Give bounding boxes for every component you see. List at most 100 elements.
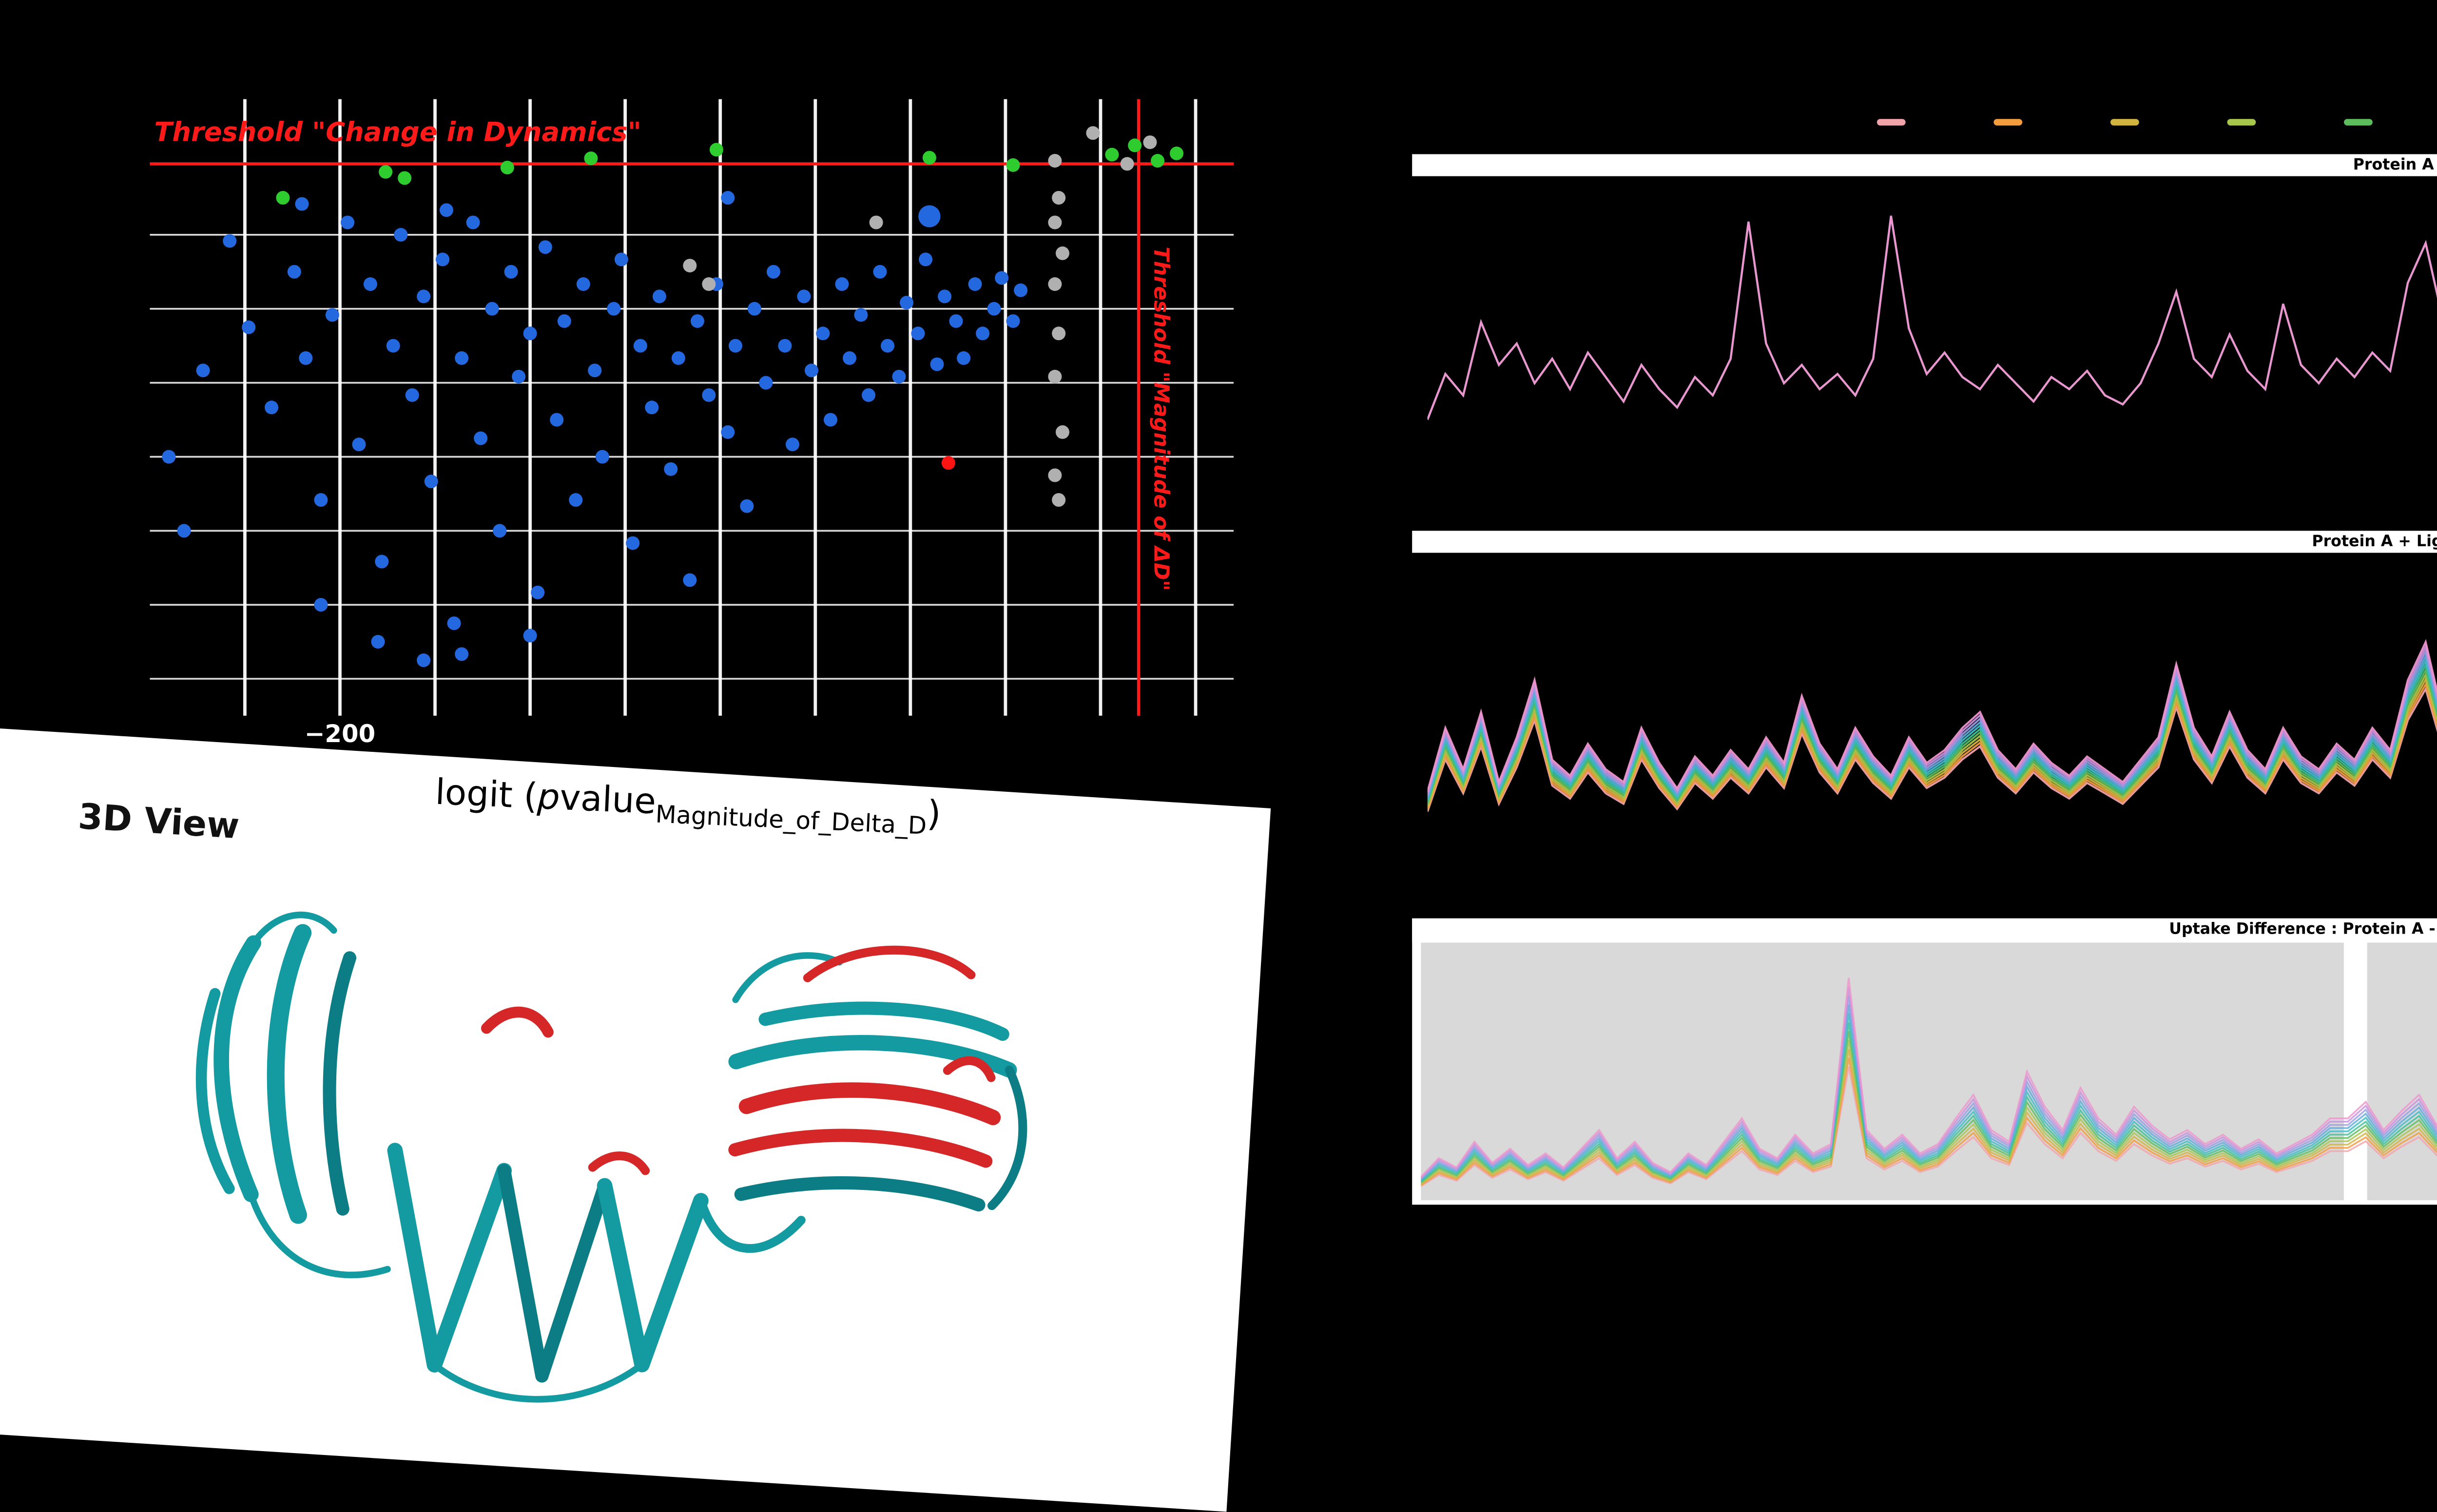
scatter-point-blue[interactable] [538, 240, 552, 254]
uptake-series-line[interactable] [1421, 1049, 2437, 1186]
scatter-point-green[interactable] [379, 165, 393, 179]
scatter-point-green[interactable] [1128, 138, 1142, 153]
scatter-point-gray[interactable] [1055, 425, 1069, 439]
scatter-point-blue[interactable] [721, 191, 735, 205]
uptake-series-line[interactable] [1421, 1057, 2437, 1187]
scatter-point-blue[interactable] [824, 413, 838, 427]
uptake-series-line[interactable] [1427, 594, 2437, 792]
scatter-point-blue[interactable] [287, 265, 301, 279]
uptake-series-line[interactable] [1427, 215, 2437, 433]
scatter-point-blue[interactable] [371, 635, 385, 649]
uptake-series-line[interactable] [1421, 1039, 2437, 1184]
scatter-point-blue[interactable] [504, 265, 518, 279]
protein-structure[interactable] [53, 871, 1053, 1459]
scatter-point-blue[interactable] [766, 265, 780, 279]
legend-timepoint-dash[interactable] [2344, 119, 2373, 126]
scatter-point-blue[interactable] [918, 205, 941, 228]
scatter-point-blue[interactable] [645, 401, 659, 415]
scatter-point-gray[interactable] [1052, 326, 1066, 341]
scatter-point-blue[interactable] [474, 431, 488, 445]
scatter-point-blue[interactable] [664, 462, 678, 476]
scatter-point-blue[interactable] [299, 351, 313, 365]
scatter-point-blue[interactable] [721, 425, 735, 439]
scatter-point-blue[interactable] [352, 438, 366, 452]
scatter-point-blue[interactable] [569, 493, 583, 507]
scatter-point-gray[interactable] [1052, 191, 1066, 205]
scatter-point-blue[interactable] [690, 314, 704, 328]
scatter-point-blue[interactable] [633, 339, 647, 353]
scatter-point-gray[interactable] [702, 277, 716, 291]
scatter-point-blue[interactable] [550, 413, 564, 427]
scatter-point-blue[interactable] [614, 252, 628, 267]
scatter-point-blue[interactable] [363, 277, 377, 291]
scatter-point-blue[interactable] [1014, 283, 1028, 297]
scatter-point-green[interactable] [1170, 146, 1184, 160]
scatter-point-blue[interactable] [728, 339, 742, 353]
scatter-point-blue[interactable] [683, 573, 697, 587]
scatter-point-blue[interactable] [177, 524, 191, 538]
scatter-point-green[interactable] [1151, 153, 1165, 168]
scatter-point-gray[interactable] [1048, 277, 1062, 291]
scatter-point-blue[interactable] [892, 369, 906, 383]
scatter-point-blue[interactable] [295, 197, 309, 211]
uptake-series-line[interactable] [1421, 995, 2437, 1180]
scatter-point-blue[interactable] [671, 351, 685, 365]
scatter-point-blue[interactable] [523, 326, 537, 341]
scatter-point-blue[interactable] [576, 277, 590, 291]
uptake-series-line[interactable] [1421, 1031, 2437, 1184]
uptake-chart-protein-a-ligand[interactable] [1427, 553, 2437, 903]
scatter-point-red[interactable] [941, 456, 955, 470]
uptake-series-line[interactable] [1421, 1022, 2437, 1183]
legend-timepoint-dash[interactable] [1993, 119, 2023, 126]
uptake-series-line[interactable] [1427, 215, 2437, 448]
scatter-point-blue[interactable] [196, 364, 210, 378]
scatter-point-blue[interactable] [652, 289, 666, 304]
scatter-point-blue[interactable] [778, 339, 792, 353]
scatter-point-green[interactable] [500, 160, 514, 174]
scatter-point-blue[interactable] [949, 314, 963, 328]
scatter-point-blue[interactable] [976, 326, 990, 341]
scatter-point-green[interactable] [584, 151, 598, 165]
scatter-point-gray[interactable] [1120, 157, 1134, 171]
scatter-point-blue[interactable] [797, 289, 811, 304]
uptake-series-line[interactable] [1421, 1013, 2437, 1182]
scatter-point-blue[interactable] [417, 653, 431, 668]
scatter-point-green[interactable] [1105, 148, 1119, 162]
scatter-point-blue[interactable] [466, 215, 480, 230]
scatter-point-gray[interactable] [1052, 493, 1066, 507]
scatter-point-blue[interactable] [557, 314, 571, 328]
scatter-point-blue[interactable] [512, 369, 526, 383]
scatter-point-blue[interactable] [417, 289, 431, 304]
scatter-point-blue[interactable] [873, 265, 887, 279]
scatter-point-blue[interactable] [938, 289, 952, 304]
scatter-point-blue[interactable] [702, 388, 716, 402]
scatter-point-blue[interactable] [588, 364, 602, 378]
scatter-point-blue[interactable] [804, 364, 819, 378]
uptake-series-line[interactable] [1427, 215, 2437, 438]
uptake-series-line[interactable] [1427, 215, 2437, 420]
uptake-chart-protein-a[interactable] [1427, 176, 2437, 511]
scatter-point-gray[interactable] [869, 215, 883, 230]
scatter-point-blue[interactable] [759, 376, 773, 390]
scatter-point-gray[interactable] [1048, 369, 1062, 383]
scatter-point-blue[interactable] [816, 326, 830, 341]
scatter-point-blue[interactable] [740, 499, 754, 513]
legend-timepoint-dash[interactable] [2110, 119, 2139, 126]
scatter-point-blue[interactable] [394, 228, 408, 242]
scatter-point-gray[interactable] [1048, 468, 1062, 482]
scatter-point-gray[interactable] [1048, 153, 1062, 168]
scatter-point-blue[interactable] [854, 308, 868, 322]
scatter-point-blue[interactable] [1006, 314, 1020, 328]
scatter-point-blue[interactable] [485, 302, 499, 316]
uptake-series-line[interactable] [1427, 215, 2437, 423]
scatter-point-gray[interactable] [1055, 246, 1069, 260]
scatter-point-blue[interactable] [436, 252, 450, 267]
scatter-point-blue[interactable] [242, 320, 256, 334]
scatter-point-blue[interactable] [341, 215, 355, 230]
scatter-point-blue[interactable] [862, 388, 876, 402]
scatter-point-green[interactable] [922, 151, 936, 165]
scatter-point-blue[interactable] [987, 302, 1001, 316]
scatter-point-blue[interactable] [835, 277, 849, 291]
scatter-point-blue[interactable] [162, 450, 176, 464]
scatter-point-blue[interactable] [968, 277, 982, 291]
